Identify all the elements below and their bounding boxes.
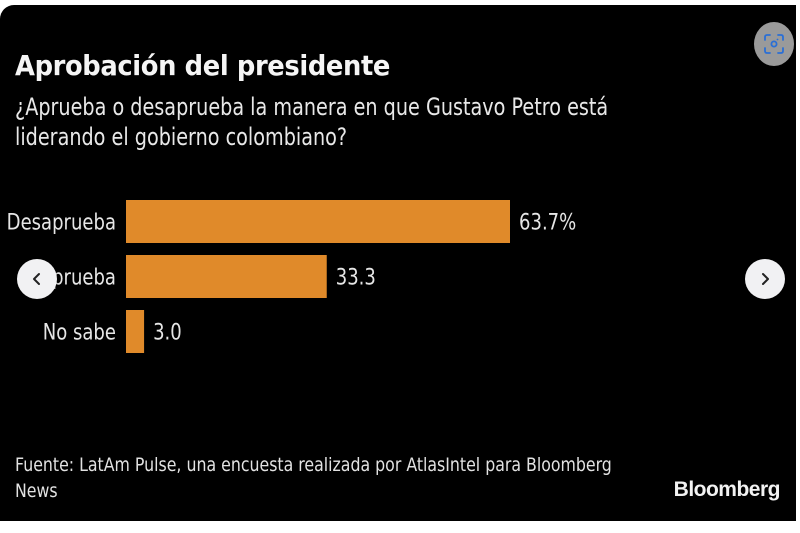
source-note: Fuente: LatAm Pulse, una encuesta realiz… xyxy=(15,454,612,502)
brand-logo: Bloomberg xyxy=(673,478,781,501)
category-label: No sabe xyxy=(43,319,116,345)
chart-card: Aprobación del presidente ¿Aprueba o des… xyxy=(0,5,796,521)
bar-aprueba xyxy=(126,255,327,298)
bar-no-sabe xyxy=(126,310,145,353)
chart-title: Aprobación del presidente xyxy=(15,49,391,82)
chart-subtitle: ¿Aprueba o desaprueba la manera en que G… xyxy=(15,93,609,151)
previous-slide-button[interactable] xyxy=(17,259,57,299)
chevron-right-icon xyxy=(762,273,769,285)
visual-search-icon xyxy=(764,34,784,54)
bar-chart: Desaprueba 63.7%Aprueba 33.3No sabe 3.0 xyxy=(7,200,576,353)
bar-desaprueba xyxy=(126,200,510,243)
value-label: 33.3 xyxy=(336,264,376,290)
value-label: 3.0 xyxy=(153,319,182,345)
next-slide-button[interactable] xyxy=(745,259,785,299)
chevron-left-icon xyxy=(33,273,40,285)
value-label: 63.7% xyxy=(519,209,576,235)
visual-search-button[interactable] xyxy=(754,22,794,66)
category-label: Desaprueba xyxy=(7,209,116,235)
